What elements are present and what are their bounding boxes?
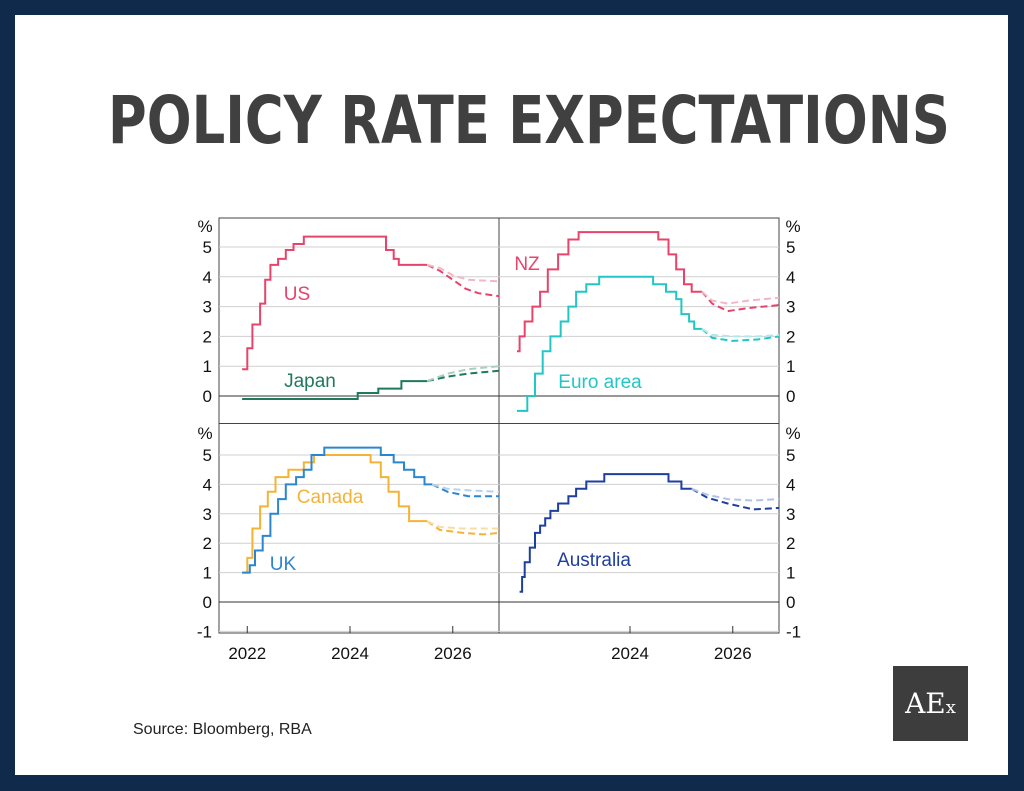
- uk-series-line: [242, 446, 433, 574]
- unit-label: %: [785, 217, 800, 236]
- aex-logo: AE x: [893, 666, 968, 741]
- x-tick-label: 2024: [611, 644, 649, 663]
- australia-series-line: [519, 473, 692, 593]
- forecast-series-line: [426, 263, 500, 298]
- forecast-series-line: [431, 483, 500, 493]
- y-tick-label: 2: [203, 327, 212, 346]
- x-tick-label: 2026: [434, 644, 472, 663]
- forecast-series-line: [701, 328, 780, 338]
- x-tick-label: 2022: [228, 644, 266, 663]
- y-tick-label: 3: [203, 298, 212, 317]
- page-title: POLICY RATE EXPECTATIONS: [108, 82, 950, 159]
- forecast-series-line: [426, 365, 500, 383]
- y-tick-label: 5: [203, 238, 212, 257]
- series-label: NZ: [514, 254, 540, 275]
- forecast-series-line: [431, 483, 499, 498]
- euro-area-series-line: [517, 275, 702, 412]
- forecast-series-line: [426, 263, 500, 283]
- y-tick-label: 3: [203, 505, 212, 524]
- forecast-series-line: [426, 520, 500, 536]
- y-tick-label: 4: [203, 268, 212, 287]
- y-tick-label: 5: [786, 446, 795, 465]
- unit-label: %: [785, 424, 800, 443]
- y-tick-label: 1: [203, 357, 212, 376]
- y-tick-label: 3: [786, 298, 795, 317]
- y-tick-label: 4: [203, 475, 212, 494]
- forecast-series-line: [426, 520, 499, 530]
- unit-label: %: [197, 424, 212, 443]
- source-note: Source: Bloomberg, RBA: [133, 721, 312, 738]
- y-tick-label: 4: [786, 475, 795, 494]
- y-tick-label: 5: [786, 238, 795, 257]
- y-tick-label: -1: [786, 622, 801, 641]
- unit-label: %: [197, 217, 212, 236]
- y-tick-label: 0: [203, 387, 212, 406]
- forecast-series-line: [691, 487, 780, 511]
- y-tick-label: 0: [786, 593, 795, 612]
- logo-text-main: AE: [905, 687, 946, 720]
- y-tick-label: 1: [203, 564, 212, 583]
- forecast-series-line: [426, 369, 500, 383]
- x-tick-label: 2026: [714, 644, 752, 663]
- x-tick-label: 2024: [331, 644, 369, 663]
- japan-series-line: [242, 380, 428, 400]
- y-tick-label: 3: [786, 505, 795, 524]
- canada-series-line: [242, 454, 428, 574]
- slide-card: [15, 15, 1008, 775]
- forecast-series-line: [701, 328, 780, 342]
- series-label: UK: [270, 554, 297, 575]
- series-label: Australia: [557, 550, 631, 571]
- series-label: US: [284, 284, 310, 305]
- logo-text-small: x: [945, 697, 956, 718]
- y-tick-label: 4: [786, 268, 795, 287]
- y-tick-label: 2: [786, 534, 795, 553]
- y-tick-label: 1: [786, 564, 795, 583]
- nz-series-line: [517, 231, 702, 353]
- series-label: Euro area: [558, 372, 642, 393]
- series-label: Japan: [284, 371, 336, 392]
- forecast-series-line: [691, 487, 780, 502]
- y-tick-label: 0: [786, 387, 795, 406]
- y-tick-label: 2: [786, 327, 795, 346]
- us-series-line: [242, 235, 428, 371]
- y-tick-label: 5: [203, 446, 212, 465]
- y-tick-label: -1: [197, 622, 212, 641]
- y-tick-label: 0: [203, 593, 212, 612]
- forecast-series-line: [701, 290, 780, 305]
- y-tick-label: 2: [203, 534, 212, 553]
- y-tick-label: 1: [786, 357, 795, 376]
- series-label: Canada: [297, 487, 364, 508]
